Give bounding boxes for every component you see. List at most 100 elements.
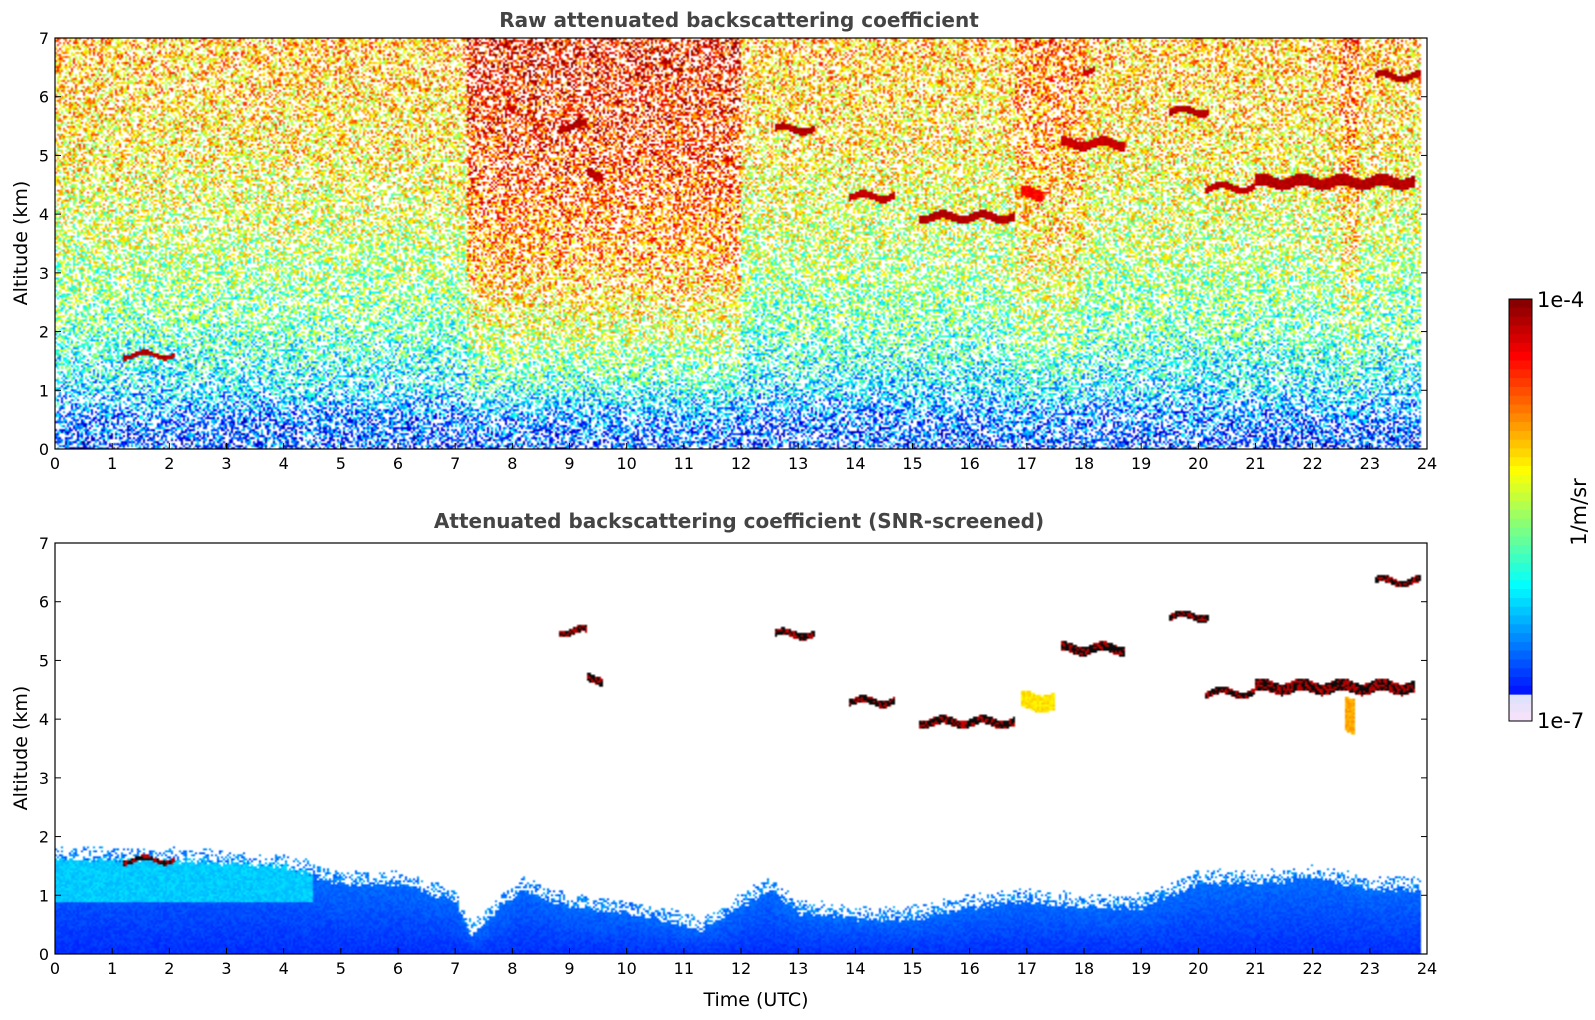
colorbar-step <box>1509 483 1532 494</box>
colorbar-step <box>1509 316 1532 326</box>
colorbar-step <box>1509 474 1532 485</box>
x-tick-label: 12 <box>731 454 751 473</box>
x-tick-label: 5 <box>336 454 346 473</box>
x-tick-label: 14 <box>845 959 865 978</box>
y-tick-label: 0 <box>39 945 49 964</box>
colorbar-step <box>1509 351 1532 362</box>
bottom-panel: Attenuated backscattering coefficient (S… <box>10 509 1437 1011</box>
x-tick-label: 6 <box>393 959 403 978</box>
colorbar-step <box>1509 325 1532 335</box>
x-tick-label: 15 <box>902 454 922 473</box>
colorbar-step <box>1509 422 1532 432</box>
colorbar-step <box>1509 703 1532 713</box>
x-tick-label: 10 <box>616 959 636 978</box>
x-tick-label: 17 <box>1017 454 1037 473</box>
x-tick-label: 0 <box>50 454 60 473</box>
colorbar-step <box>1509 404 1532 414</box>
colorbar-step <box>1509 378 1532 388</box>
colorbar-step <box>1509 510 1532 520</box>
colorbar-max-label: 1e-4 <box>1537 288 1584 312</box>
colorbar-step <box>1509 677 1532 687</box>
colorbar: 1e-4 1e-7 1/m/sr <box>1508 288 1591 733</box>
colorbar-step <box>1509 597 1532 608</box>
x-tick-label: 14 <box>845 454 865 473</box>
colorbar-step <box>1509 650 1532 661</box>
x-tick-label: 7 <box>450 454 460 473</box>
top-heatmap-image <box>55 38 1427 449</box>
x-tick-label: 6 <box>393 454 403 473</box>
colorbar-step <box>1509 562 1532 573</box>
x-tick-label: 10 <box>616 454 636 473</box>
x-tick-label: 22 <box>1302 454 1322 473</box>
top-y-ticks: 0 1 2 3 4 5 6 7 <box>39 29 1427 459</box>
bottom-x-ticks: 0 1 2 3 4 5 6 7 8 9 10 11 12 13 14 15 16 17 18 19 20 21 22 23 24 <box>50 948 1437 978</box>
x-tick-label: 4 <box>279 959 289 978</box>
x-tick-label: 2 <box>164 454 174 473</box>
y-tick-label: 4 <box>39 205 49 224</box>
top-y-axis-label: Altitude (km) <box>10 181 32 306</box>
colorbar-step <box>1509 641 1532 652</box>
top-panel: Raw attenuated backscattering coefficien… <box>10 8 1437 473</box>
colorbar-step <box>1509 668 1532 678</box>
x-tick-label: 3 <box>221 454 231 473</box>
x-tick-label: 17 <box>1017 959 1037 978</box>
colorbar-step <box>1509 413 1532 423</box>
colorbar-step <box>1509 501 1532 511</box>
x-tick-label: 18 <box>1074 959 1094 978</box>
y-tick-label: 2 <box>39 323 49 342</box>
colorbar-step <box>1509 553 1532 564</box>
x-tick-label: 1 <box>107 959 117 978</box>
x-tick-label: 7 <box>450 959 460 978</box>
x-tick-label: 1 <box>107 454 117 473</box>
colorbar-step <box>1509 518 1532 529</box>
x-tick-label: 13 <box>788 454 808 473</box>
colorbar-step <box>1509 536 1532 546</box>
colorbar-step <box>1509 624 1532 634</box>
x-axis-label: Time (UTC) <box>702 989 808 1011</box>
colorbar-step <box>1509 659 1532 669</box>
colorbar-step <box>1509 633 1532 643</box>
colorbar-step <box>1509 430 1532 441</box>
y-tick-label: 0 <box>39 440 49 459</box>
colorbar-steps <box>1509 299 1532 722</box>
x-tick-label: 0 <box>50 959 60 978</box>
colorbar-frame <box>1508 298 1533 722</box>
x-tick-label: 23 <box>1360 959 1380 978</box>
x-tick-label: 9 <box>564 959 574 978</box>
top-panel-title: Raw attenuated backscattering coefficien… <box>499 8 979 32</box>
x-tick-label: 18 <box>1074 454 1094 473</box>
y-tick-label: 7 <box>39 29 49 48</box>
bottom-y-axis-label: Altitude (km) <box>10 686 32 811</box>
colorbar-step <box>1509 545 1532 555</box>
x-tick-label: 15 <box>902 959 922 978</box>
x-tick-label: 9 <box>564 454 574 473</box>
y-tick-label: 2 <box>39 828 49 847</box>
y-tick-label: 1 <box>39 381 49 400</box>
colorbar-step <box>1509 299 1532 309</box>
x-tick-label: 23 <box>1360 454 1380 473</box>
colorbar-step <box>1509 334 1532 344</box>
y-tick-label: 5 <box>39 146 49 165</box>
colorbar-step <box>1509 466 1532 476</box>
colorbar-unit-label: 1/m/sr <box>1567 478 1591 546</box>
colorbar-step <box>1509 685 1532 696</box>
x-tick-label: 8 <box>507 959 517 978</box>
x-tick-label: 2 <box>164 959 174 978</box>
x-tick-label: 21 <box>1245 959 1265 978</box>
y-tick-label: 7 <box>39 534 49 553</box>
colorbar-step <box>1509 606 1532 617</box>
bottom-y-ticks: 0 1 2 3 4 5 6 7 <box>39 534 1427 964</box>
colorbar-step <box>1509 448 1532 458</box>
x-tick-label: 13 <box>788 959 808 978</box>
y-tick-label: 6 <box>39 88 49 107</box>
x-tick-label: 21 <box>1245 454 1265 473</box>
x-tick-label: 19 <box>1131 959 1151 978</box>
y-tick-label: 1 <box>39 886 49 905</box>
colorbar-step <box>1509 712 1532 722</box>
colorbar-step <box>1509 580 1532 590</box>
x-tick-label: 19 <box>1131 454 1151 473</box>
colorbar-step <box>1509 342 1532 353</box>
y-tick-label: 3 <box>39 264 49 283</box>
y-tick-label: 6 <box>39 593 49 612</box>
